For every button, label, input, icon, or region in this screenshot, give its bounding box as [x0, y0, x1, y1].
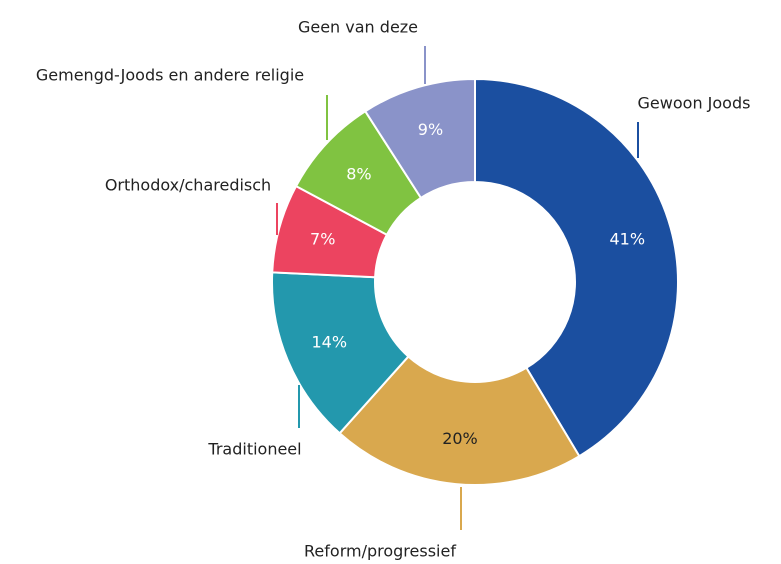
donut-slice — [271, 271, 410, 435]
data-label: 9% — [418, 120, 443, 139]
data-label: 8% — [346, 164, 371, 183]
category-label: Traditioneel — [207, 440, 301, 459]
category-label: Reform/progressief — [304, 542, 456, 561]
donut-slice — [338, 355, 581, 486]
category-label: Gewoon Joods — [638, 94, 751, 113]
category-label: Orthodox/charedisch — [105, 176, 271, 195]
category-label: Gemengd-Joods en andere religie — [36, 66, 304, 85]
data-label: 7% — [310, 229, 335, 248]
data-label: 41% — [610, 229, 646, 248]
donut-slice — [363, 77, 476, 200]
data-label: 20% — [442, 429, 478, 448]
donut-slice — [474, 77, 679, 458]
data-label: 14% — [311, 333, 347, 352]
category-label: Geen van deze — [298, 18, 418, 37]
